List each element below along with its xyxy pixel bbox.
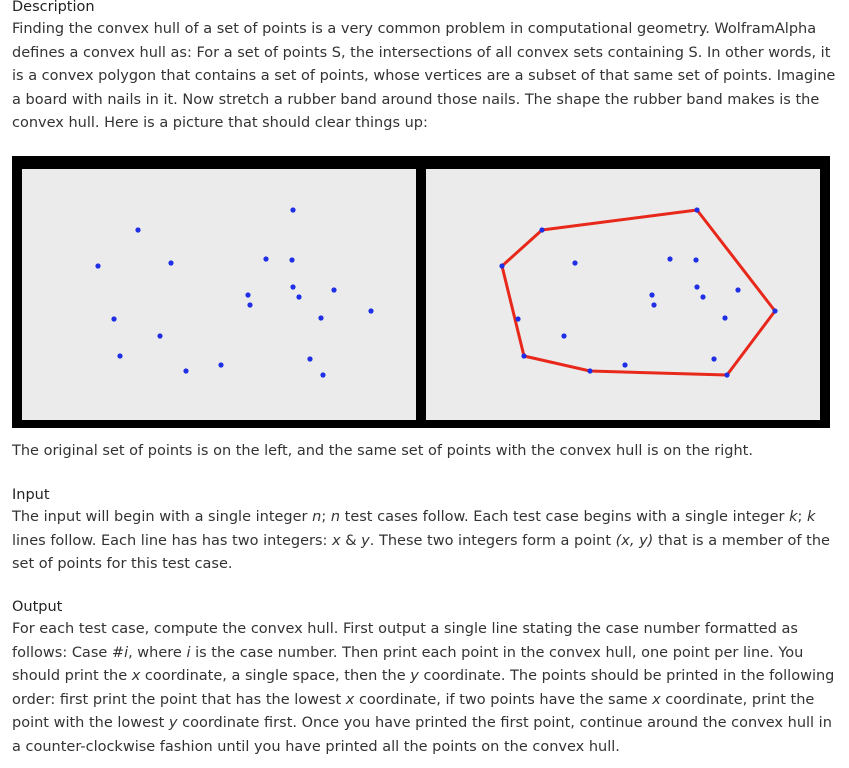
convex-hull-illustration (22, 169, 820, 420)
hull-points-group (499, 207, 778, 378)
description-section: Description Finding the convex hull of a… (12, 0, 840, 136)
convex-hull-figure (12, 156, 830, 428)
description-heading: Description (12, 0, 95, 15)
point-18 (307, 356, 313, 362)
point-15 (331, 287, 337, 293)
point-3 (168, 260, 174, 266)
point-7 (157, 333, 163, 339)
point-2 (95, 263, 101, 269)
input-text: The input will begin with a single integ… (12, 509, 830, 572)
point-4 (263, 256, 269, 262)
hull-panel-point-16 (722, 315, 728, 321)
hull-panel-point-12 (651, 302, 657, 308)
hull-panel-point-17 (772, 308, 778, 314)
output-heading: Output (12, 599, 63, 615)
point-10 (218, 362, 224, 368)
hull-panel-point-1 (694, 207, 700, 213)
point-5 (289, 257, 295, 263)
point-0 (135, 227, 141, 233)
hull-panel-point-7 (561, 333, 567, 339)
figure-caption: The original set of points is on the lef… (12, 443, 753, 459)
caption-section: The original set of points is on the lef… (12, 440, 840, 464)
hull-panel-point-19 (724, 372, 730, 378)
point-1 (290, 207, 296, 213)
description-text: Finding the convex hull of a set of poin… (12, 21, 836, 131)
point-8 (117, 353, 123, 359)
hull-panel-point-6 (515, 316, 521, 322)
point-9 (183, 368, 189, 374)
hull-panel-point-9 (587, 368, 593, 374)
point-16 (318, 315, 324, 321)
hull-panel-point-18 (711, 356, 717, 362)
original-points-group (95, 207, 374, 378)
input-heading: Input (12, 487, 50, 503)
input-section: Input The input will begin with a single… (12, 486, 840, 577)
hull-points-panel (426, 169, 820, 420)
point-19 (320, 372, 326, 378)
hull-panel-point-2 (499, 263, 505, 269)
hull-panel-point-0 (539, 227, 545, 233)
point-12 (247, 302, 253, 308)
point-6 (111, 316, 117, 322)
hull-panel-point-10 (622, 362, 628, 368)
hull-panel-point-5 (693, 257, 699, 263)
hull-panel-point-14 (700, 294, 706, 300)
point-11 (245, 292, 251, 298)
point-17 (368, 308, 374, 314)
point-14 (296, 294, 302, 300)
hull-panel-point-3 (572, 260, 578, 266)
hull-panel-point-4 (667, 256, 673, 262)
point-13 (290, 284, 296, 290)
hull-panel-point-13 (694, 284, 700, 290)
hull-panel-point-11 (649, 292, 655, 298)
output-text: For each test case, compute the convex h… (12, 621, 835, 755)
convex-hull-outline (500, 208, 777, 377)
output-section: Output For each test case, compute the c… (12, 598, 840, 759)
original-points-panel (22, 169, 416, 420)
hull-panel-point-15 (735, 287, 741, 293)
hull-panel-point-8 (521, 353, 527, 359)
